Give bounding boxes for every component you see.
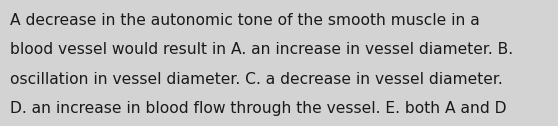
Text: D. an increase in blood flow through the vessel. E. both A and D: D. an increase in blood flow through the… [10, 101, 507, 116]
Text: blood vessel would result in A. an increase in vessel diameter. B.: blood vessel would result in A. an incre… [10, 42, 513, 57]
Text: oscillation in vessel diameter. C. a decrease in vessel diameter.: oscillation in vessel diameter. C. a dec… [10, 72, 503, 87]
Text: A decrease in the autonomic tone of the smooth muscle in a: A decrease in the autonomic tone of the … [10, 13, 480, 28]
